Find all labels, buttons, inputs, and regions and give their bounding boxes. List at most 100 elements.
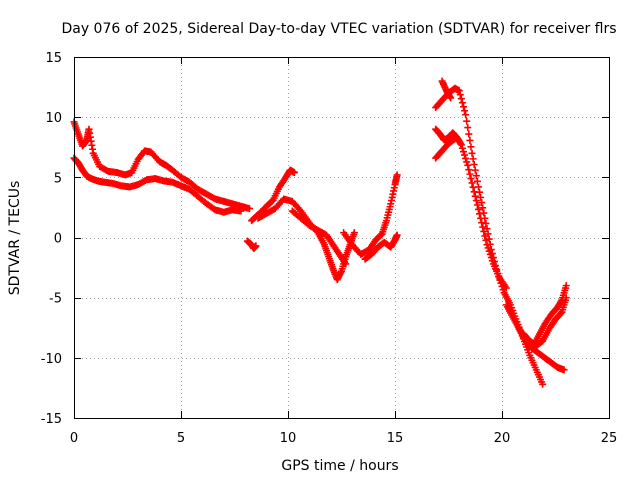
chart-title: Day 076 of 2025, Sidereal Day-to-day VTE… xyxy=(61,21,616,37)
data-point xyxy=(476,210,484,218)
data-point xyxy=(471,166,479,174)
data-point xyxy=(468,179,476,187)
x-tick-label: 15 xyxy=(387,431,404,446)
y-tick-label: 15 xyxy=(45,51,62,66)
data-point xyxy=(562,294,570,302)
series-isolated-points xyxy=(243,237,260,252)
data-point xyxy=(488,257,496,265)
data-point xyxy=(485,235,493,243)
x-tick-label: 0 xyxy=(70,431,78,446)
series-track-3-tail-branch xyxy=(519,294,570,350)
series-track-2-late xyxy=(361,231,401,263)
y-tick-label: -5 xyxy=(49,292,62,307)
data-point xyxy=(245,205,253,213)
x-axis-title: GPS time / hours xyxy=(281,458,398,474)
data-point xyxy=(463,117,471,125)
data-point xyxy=(458,99,466,107)
x-tick-label: 10 xyxy=(280,431,297,446)
data-point xyxy=(477,193,485,201)
x-tick-label: 20 xyxy=(494,431,511,446)
x-tick-label: 25 xyxy=(601,431,618,446)
data-point xyxy=(480,209,488,217)
data-point xyxy=(350,229,358,237)
data-point xyxy=(447,94,455,102)
series-track-2-dip xyxy=(254,195,358,284)
x-tick-label: 5 xyxy=(177,431,185,446)
data-point xyxy=(485,247,493,255)
series-track-3-lower xyxy=(432,135,459,162)
data-point xyxy=(464,161,472,169)
data-point xyxy=(459,148,467,156)
axis-ticks xyxy=(74,57,610,419)
data-point xyxy=(480,227,488,235)
data-point xyxy=(483,241,491,249)
data-point xyxy=(461,151,469,159)
data-point xyxy=(473,201,481,209)
y-tick-label: -10 xyxy=(41,352,62,367)
y-axis-tick-labels: -15 -10 -5 0 5 10 15 xyxy=(41,51,62,427)
data-point xyxy=(481,232,489,240)
data-point xyxy=(473,177,481,185)
data-point xyxy=(477,214,485,222)
data-point xyxy=(472,172,480,180)
data-point xyxy=(467,175,475,183)
y-tick-label: -15 xyxy=(41,412,62,427)
data-point xyxy=(455,87,463,95)
data-point xyxy=(342,260,350,268)
data-point xyxy=(451,135,459,143)
data-point xyxy=(560,366,568,374)
data-point xyxy=(467,143,475,151)
data-point xyxy=(479,204,487,212)
data-point xyxy=(456,91,464,99)
data-point xyxy=(466,170,474,178)
data-point xyxy=(459,103,467,111)
data-point xyxy=(562,282,570,290)
data-point xyxy=(479,223,487,231)
data-point xyxy=(482,236,490,244)
data-point xyxy=(461,107,469,115)
data-point xyxy=(484,244,492,252)
data-point xyxy=(465,130,473,138)
data-point xyxy=(462,154,470,162)
data-point xyxy=(466,136,474,144)
data-point xyxy=(465,166,473,174)
data-point xyxy=(474,205,482,213)
data-point xyxy=(502,284,510,292)
series-track-2-middle xyxy=(288,207,350,268)
series-track-2-rising xyxy=(248,166,298,225)
data-point xyxy=(457,95,465,103)
data-point xyxy=(470,160,478,168)
data-point xyxy=(290,169,298,177)
data-point xyxy=(478,199,486,207)
data-points xyxy=(70,77,570,388)
data-point xyxy=(487,254,495,262)
series-track-2-recovery xyxy=(340,171,401,258)
data-point xyxy=(457,141,465,149)
data-point xyxy=(469,183,477,191)
data-point xyxy=(471,192,479,200)
data-point xyxy=(468,149,476,157)
data-point xyxy=(458,144,466,152)
y-tick-label: 0 xyxy=(54,232,62,247)
data-point xyxy=(486,250,494,258)
data-point xyxy=(539,380,547,388)
data-point xyxy=(472,197,480,205)
y-axis-title: SDTVAR / TECUs xyxy=(7,181,23,296)
data-point xyxy=(393,231,401,239)
series-track-3-upper-peak xyxy=(438,77,455,102)
data-point xyxy=(469,155,477,163)
series-track-1-upper xyxy=(70,118,253,213)
data-point xyxy=(252,242,260,250)
data-point xyxy=(463,158,471,166)
data-point xyxy=(464,124,472,132)
data-point xyxy=(462,111,470,119)
data-point xyxy=(393,171,401,179)
data-point xyxy=(450,136,458,144)
series-track-3-parallel xyxy=(432,125,510,292)
y-tick-label: 5 xyxy=(54,171,62,186)
data-point xyxy=(482,219,490,227)
x-axis-tick-labels: 0 5 10 15 20 25 xyxy=(70,431,617,446)
data-point xyxy=(557,309,565,317)
y-tick-label: 10 xyxy=(45,111,62,126)
